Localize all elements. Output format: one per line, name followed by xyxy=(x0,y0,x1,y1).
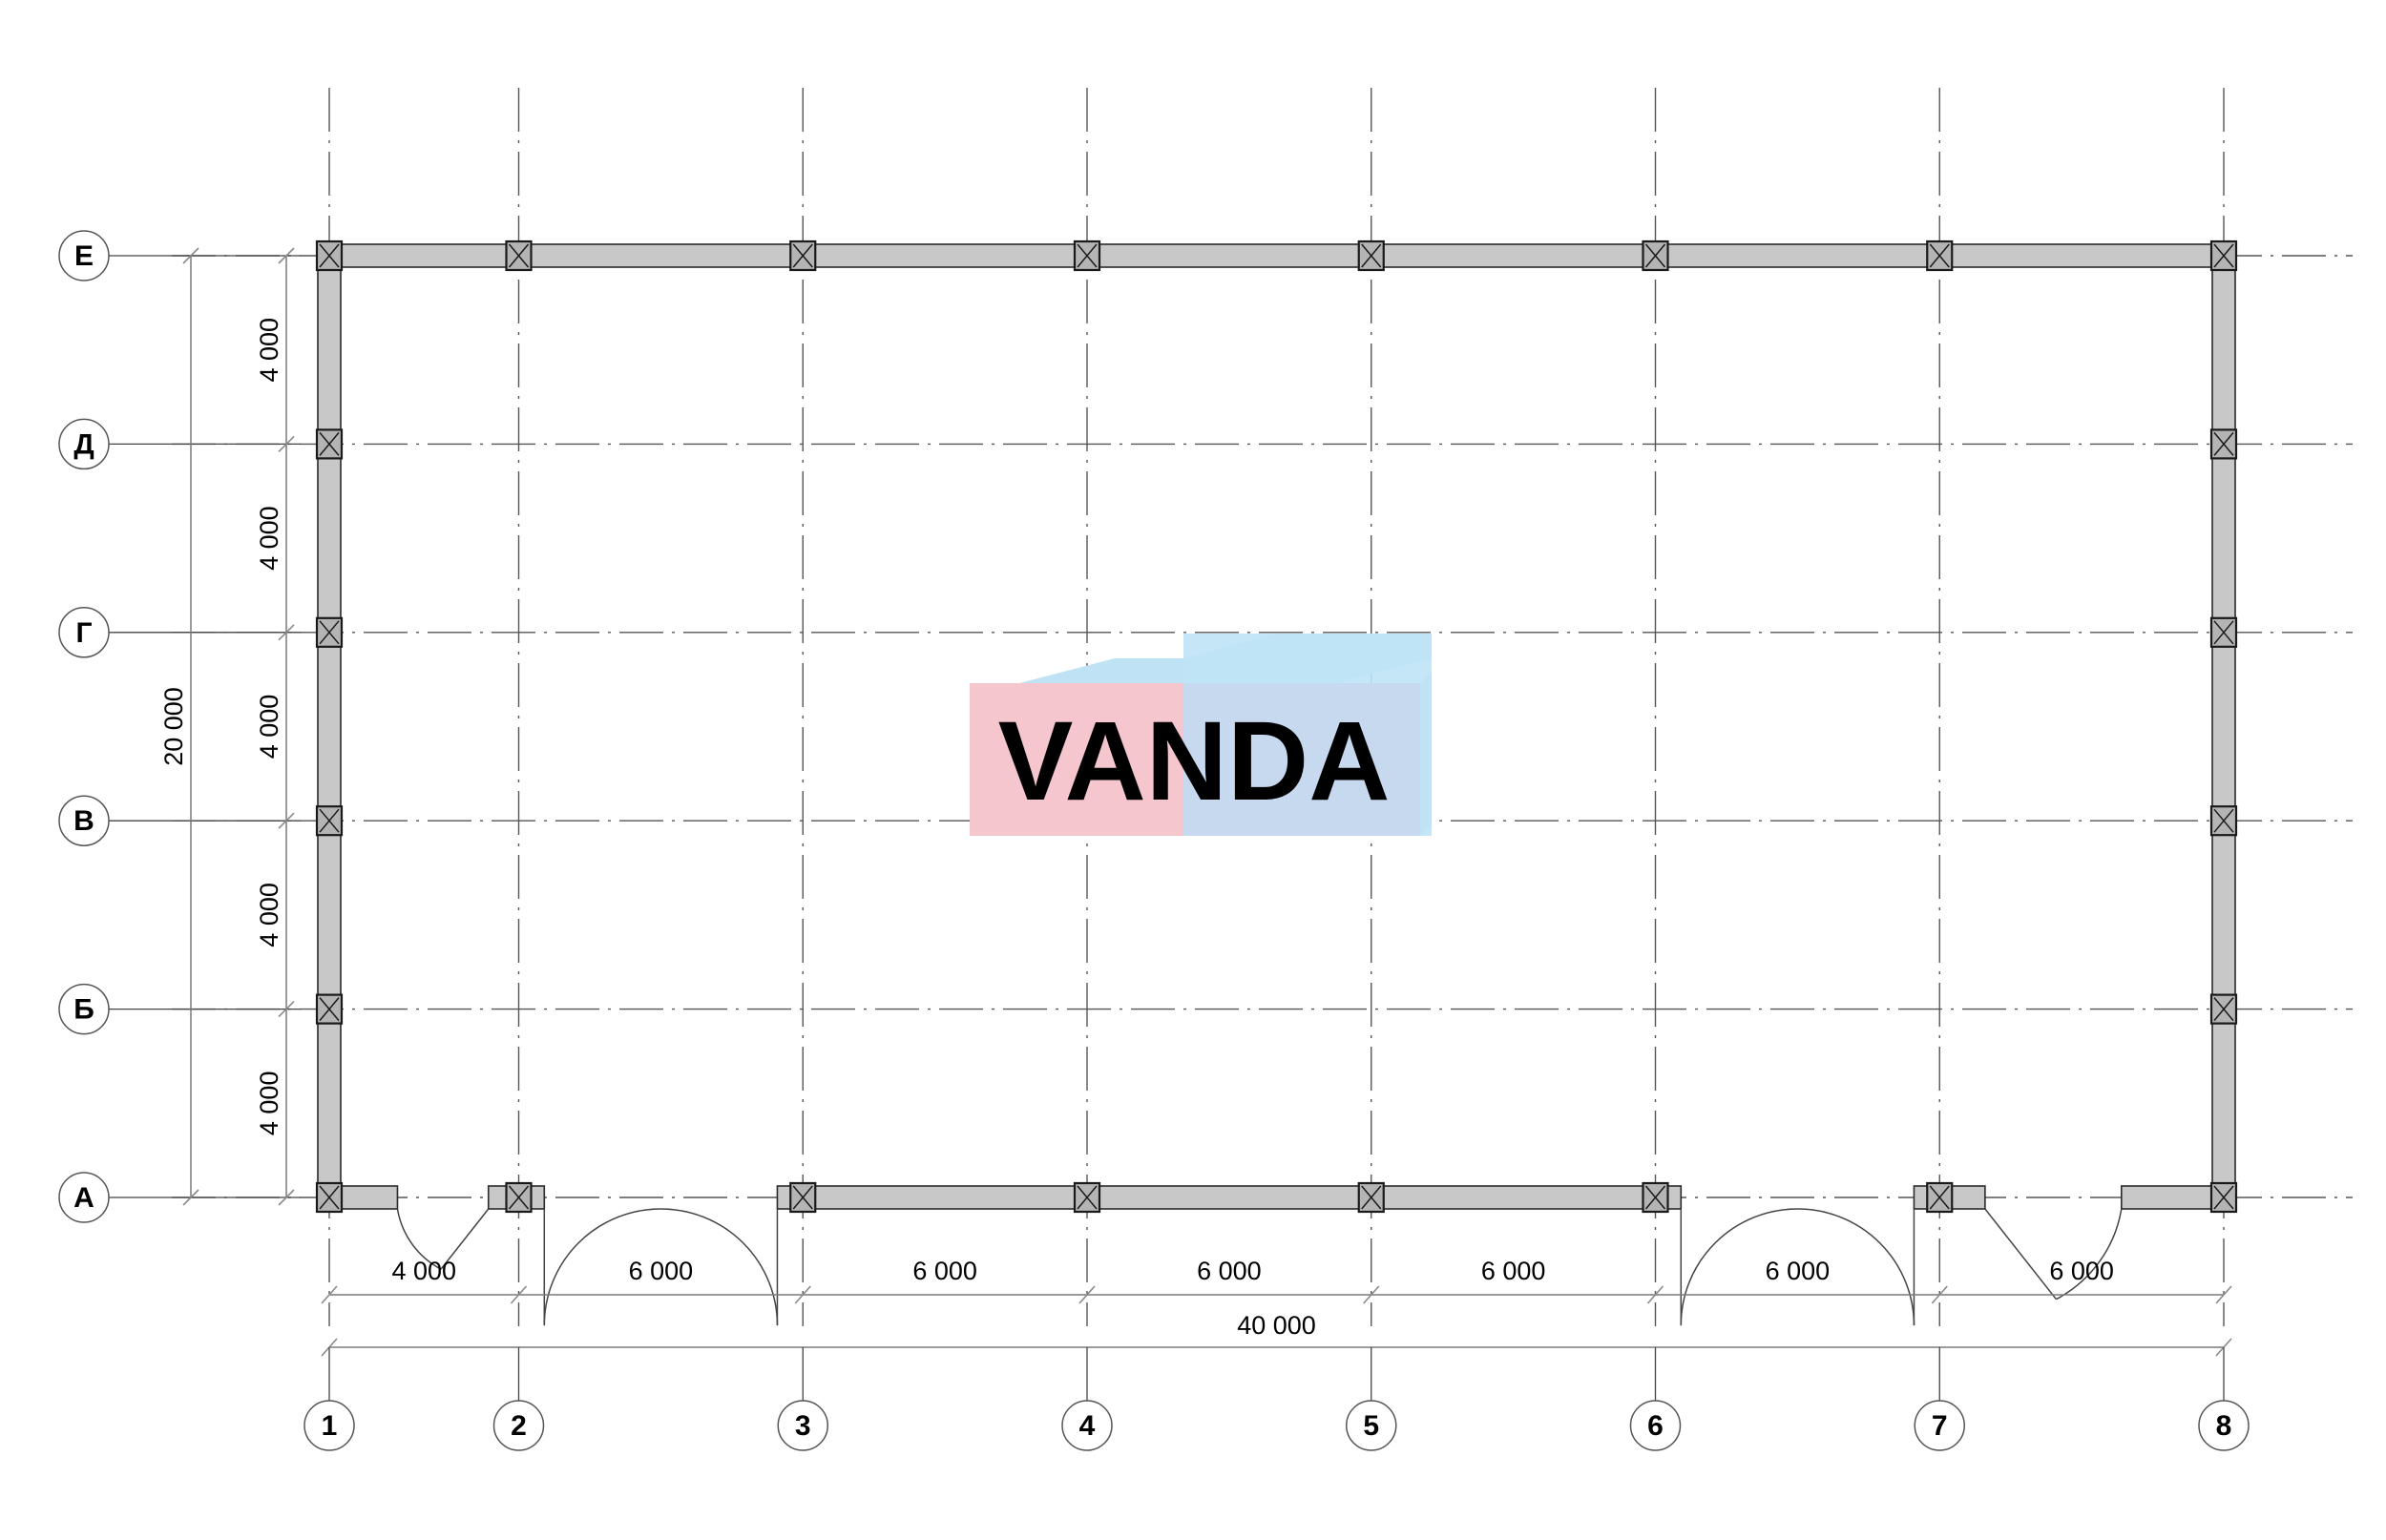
axis-label-8: 8 xyxy=(2216,1410,2232,1442)
vanda-watermark: VANDA xyxy=(970,634,1432,836)
column-1-E xyxy=(315,239,344,272)
axis-bubble-D[interactable]: Д xyxy=(58,418,170,470)
axis-label-A: А xyxy=(73,1182,94,1214)
axis-label-D: Д xyxy=(73,428,94,460)
column-7-E xyxy=(1926,239,1954,272)
column-2-E xyxy=(505,239,533,272)
axis-bubble-2[interactable]: 2 xyxy=(492,1347,545,1451)
building-walls xyxy=(317,243,2236,1210)
horizontal-dimension-label: 6 000 xyxy=(912,1257,977,1285)
vertical-total-dimension-label: 20 000 xyxy=(159,687,188,766)
door-double-right xyxy=(1680,1208,1915,1326)
watermark-block-left xyxy=(970,683,1210,836)
column-1-B xyxy=(315,993,344,1025)
column-1-G xyxy=(315,616,344,648)
wall-south-segment-3 xyxy=(776,1185,1683,1210)
axis-bubble-E[interactable]: Е xyxy=(58,230,170,281)
watermark-bevel-right xyxy=(1420,672,1432,836)
wall-north xyxy=(317,243,2236,268)
column-4-E xyxy=(1073,239,1101,272)
axis-bubble-1[interactable]: 1 xyxy=(303,1347,355,1451)
column-8-G xyxy=(2209,616,2238,648)
column-4-A xyxy=(1073,1181,1101,1214)
axis-bubble-A[interactable]: А xyxy=(58,1172,170,1223)
column-7-A xyxy=(1926,1181,1954,1214)
axis-label-6: 6 xyxy=(1647,1410,1664,1442)
column-8-B xyxy=(2209,993,2238,1025)
horizontal-dimension-label: 4 000 xyxy=(391,1257,456,1285)
wall-west xyxy=(317,243,342,1210)
horizontal-dimension-label: 6 000 xyxy=(2049,1257,2114,1285)
vertical-dimension-label: 4 000 xyxy=(255,883,283,947)
axis-label-V: В xyxy=(73,805,94,837)
axis-label-E: Е xyxy=(74,240,94,272)
column-1-V xyxy=(315,805,344,837)
vertical-dimension-label: 4 000 xyxy=(255,506,283,571)
axis-bubble-4[interactable]: 4 xyxy=(1061,1347,1113,1451)
axis-bubble-B[interactable]: Б xyxy=(58,983,170,1035)
vertical-dimension-chain: 4 000 4 000 4 000 4 000 4 000 20 000 xyxy=(159,247,301,1206)
column-6-E xyxy=(1642,239,1669,272)
door-openings xyxy=(396,1208,2123,1326)
horizontal-dimension-chain: 4 000 6 000 6 000 6 000 6 000 6 000 6 000 40 00… xyxy=(321,1257,2232,1357)
wall-east xyxy=(2211,243,2236,1210)
horizontal-total-dimension-label: 40 000 xyxy=(1237,1311,1316,1340)
column-2-A xyxy=(505,1181,533,1214)
column-6-A xyxy=(1642,1181,1669,1214)
axis-label-3: 3 xyxy=(795,1410,811,1442)
watermark-text: VANDA xyxy=(998,698,1391,824)
column-8-A xyxy=(2209,1181,2238,1214)
horizontal-dimension-label: 6 000 xyxy=(1481,1257,1546,1285)
column-8-E xyxy=(2209,239,2238,272)
vertical-dimension-label: 4 000 xyxy=(255,695,283,760)
axis-label-B: Б xyxy=(73,994,94,1026)
letter-axis-bubbles: Е Д Г В Б А xyxy=(58,230,170,1223)
axis-bubble-8[interactable]: 8 xyxy=(2198,1347,2250,1451)
column-5-A xyxy=(1357,1181,1385,1214)
horizontal-dimension-label: 6 000 xyxy=(629,1257,694,1285)
axis-label-4: 4 xyxy=(1079,1410,1096,1442)
axis-label-1: 1 xyxy=(322,1410,338,1442)
axis-bubble-6[interactable]: 6 xyxy=(1629,1347,1682,1451)
axis-label-7: 7 xyxy=(1932,1410,1948,1442)
axis-bubble-3[interactable]: 3 xyxy=(777,1347,828,1451)
axis-label-5: 5 xyxy=(1363,1410,1379,1442)
column-8-V xyxy=(2209,805,2238,837)
axis-bubble-7[interactable]: 7 xyxy=(1914,1347,1965,1451)
axis-bubble-G[interactable]: Г xyxy=(58,607,170,658)
axis-label-2: 2 xyxy=(511,1410,527,1442)
column-5-E xyxy=(1357,239,1385,272)
axis-bubble-5[interactable]: 5 xyxy=(1346,1347,1397,1451)
vertical-dimension-label: 4 000 xyxy=(255,1072,283,1136)
vertical-dimension-label: 4 000 xyxy=(255,318,283,383)
column-3-E xyxy=(789,239,817,272)
watermark-block-right xyxy=(1183,683,1420,836)
axis-bubble-V[interactable]: В xyxy=(58,795,170,846)
door-single-left xyxy=(396,1208,490,1270)
column-1-D xyxy=(315,428,344,460)
column-8-D xyxy=(2209,428,2238,460)
structural-columns xyxy=(315,239,2238,1214)
axis-label-G: Г xyxy=(75,617,92,649)
column-1-A xyxy=(315,1181,344,1214)
number-axis-bubbles: 1 2 3 4 5 6 7 8 xyxy=(303,1347,2250,1451)
column-3-A xyxy=(789,1181,817,1214)
horizontal-dimension-label: 6 000 xyxy=(1766,1257,1831,1285)
door-single-right xyxy=(1984,1208,2123,1301)
horizontal-dimension-label: 6 000 xyxy=(1197,1257,1262,1285)
door-double-left xyxy=(543,1208,779,1326)
